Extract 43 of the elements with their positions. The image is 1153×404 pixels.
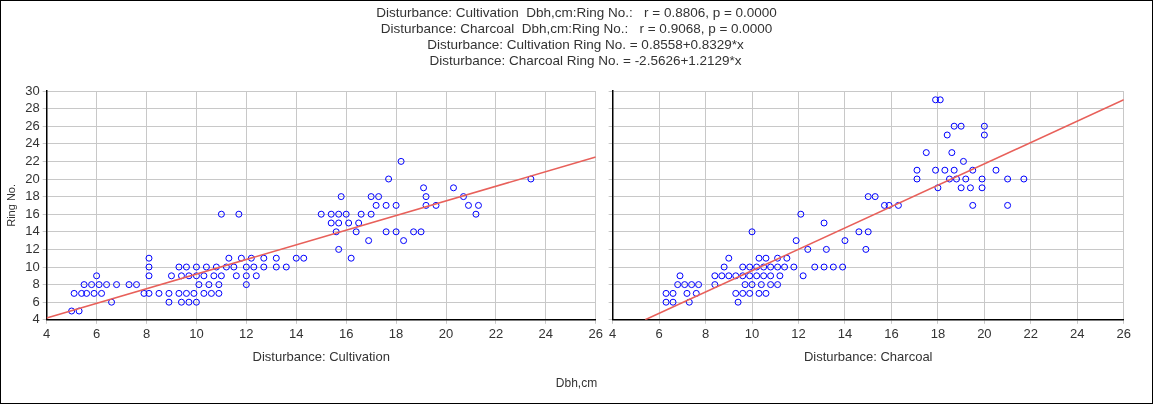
x-tick-label: 26 bbox=[588, 326, 603, 342]
y-tick-label: 26 bbox=[25, 117, 40, 133]
x-axis-title: Disturbance: Cultivation bbox=[252, 348, 390, 364]
x-tick-label: 22 bbox=[1023, 326, 1039, 342]
y-tick-label: 20 bbox=[25, 170, 40, 186]
x-tick-label: 14 bbox=[837, 326, 853, 342]
x-tick-label: 18 bbox=[930, 326, 946, 342]
x-tick-label: 6 bbox=[655, 326, 663, 342]
x-tick-label: 4 bbox=[609, 326, 617, 342]
y-tick-label: 22 bbox=[25, 152, 40, 168]
x-tick-label: 24 bbox=[538, 326, 554, 342]
y-tick-label: 12 bbox=[25, 240, 40, 256]
x-tick-label: 20 bbox=[438, 326, 454, 342]
y-axis-title: Ring No. bbox=[4, 184, 17, 227]
y-tick-label: 28 bbox=[25, 100, 40, 116]
y-tick-label: 16 bbox=[25, 205, 40, 221]
y-tick-label: 24 bbox=[25, 135, 40, 151]
x-tick-label: 12 bbox=[791, 326, 806, 342]
x-tick-label: 12 bbox=[239, 326, 254, 342]
chart-title: Disturbance: Cultivation Dbh,cm:Ring No.: r = 0.8806, p = 0.0000 Disturbance: Charcoal Dbh,cm:Ring No.: r = 0.9068, p = 0.0000 Disturbance: Cultivation Ring No. = 0.8558+0.8329*x Disturbance: Charcoal Ring No. = -2.5626+1.2129*x bbox=[375, 5, 778, 69]
y-tick-label: 10 bbox=[25, 258, 40, 274]
y-tick-label: 4 bbox=[32, 311, 40, 327]
x-tick-label: 16 bbox=[338, 326, 354, 342]
x-tick-label: 8 bbox=[701, 326, 710, 342]
x-tick-label: 10 bbox=[744, 326, 760, 342]
x-tick-label: 20 bbox=[977, 326, 992, 342]
x-tick-label: 6 bbox=[92, 326, 101, 342]
x-tick-label: 18 bbox=[388, 326, 404, 342]
y-tick-label: 30 bbox=[25, 82, 40, 98]
x-tick-label: 8 bbox=[142, 326, 151, 342]
x-tick-label: 24 bbox=[1070, 326, 1085, 342]
x-tick-label: 4 bbox=[43, 326, 51, 342]
x-tick-label: 16 bbox=[884, 326, 899, 342]
x-tick-label: 14 bbox=[289, 326, 304, 342]
y-tick-label: 18 bbox=[25, 188, 40, 204]
y-tick-label: 14 bbox=[25, 223, 40, 239]
y-tick-label: 6 bbox=[32, 293, 40, 309]
y-tick-label: 8 bbox=[32, 276, 40, 292]
x-tick-label: 26 bbox=[1116, 326, 1131, 342]
x-tick-label: 10 bbox=[189, 326, 204, 342]
x-tick-label: 22 bbox=[488, 326, 504, 342]
text: Dbh,cm bbox=[554, 376, 599, 390]
x-axis-title: Disturbance: Charcoal bbox=[803, 348, 933, 364]
